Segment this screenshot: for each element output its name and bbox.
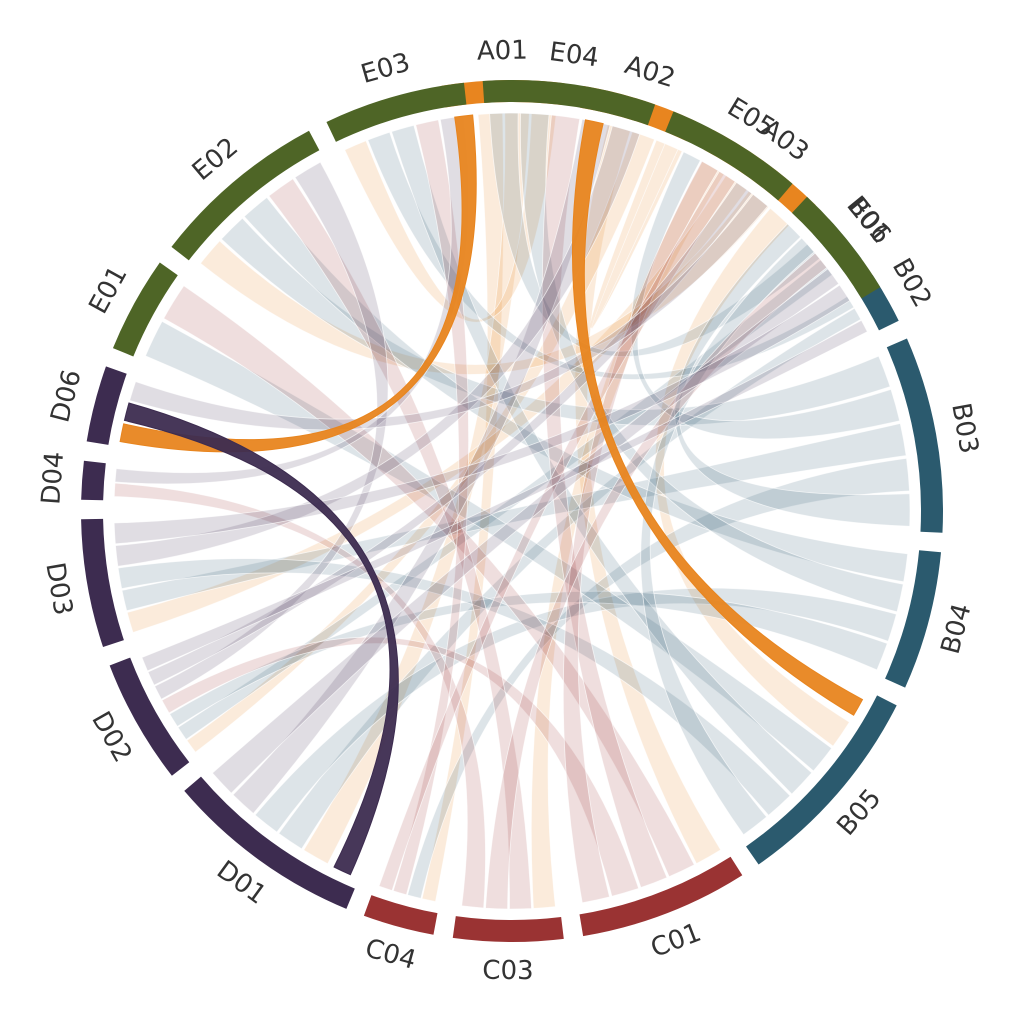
ribbon-B04-D01 [254, 587, 897, 833]
ribbon-B05-D03 [117, 558, 791, 816]
ribbon-B01-E04 [489, 112, 821, 358]
ribbon-C03-E02 [268, 178, 532, 910]
segment-label-b05: B05 [831, 783, 887, 841]
ribbon-A02-B05 [571, 119, 864, 716]
ribbon-D03-E04 [115, 125, 641, 567]
ribbon-A03-D03 [126, 174, 748, 633]
segment-label-b03: B03 [945, 401, 984, 456]
segment-label-d04: D04 [36, 451, 70, 506]
ribbon-A01-D01 [303, 112, 530, 865]
ribbon-layer [113, 112, 911, 910]
segment-arc-d04 [81, 460, 106, 501]
ribbon-B02-E03 [367, 131, 855, 380]
segment-label-e04: E04 [547, 37, 600, 73]
ribbon-A01-D06 [119, 114, 477, 453]
segment-arc-c04 [363, 895, 438, 935]
ribbon-D04-E03 [114, 115, 469, 485]
ribbon-A03-B05 [654, 207, 850, 747]
ribbon-C03-D04 [113, 482, 486, 909]
ribbon-A02-D02 [186, 131, 656, 753]
ribbon-A01-E03 [344, 113, 557, 323]
ribbon-D02-B02 [141, 319, 868, 672]
segment-label-e03: E03 [358, 47, 414, 89]
segment-arc-d03 [81, 518, 124, 648]
segment-label-d03: D03 [39, 560, 78, 617]
segment-label-c04: C04 [362, 933, 419, 975]
ribbon-D02-E05 [147, 181, 753, 686]
segment-label-d01: D01 [211, 855, 272, 911]
ribbon-B03-C04 [407, 457, 910, 899]
segment-arc-b05 [746, 695, 897, 865]
ribbon-C01-E04 [541, 114, 668, 889]
ribbon-B01-D02 [177, 259, 833, 741]
ribbon-D01-E06 [211, 268, 840, 794]
segment-label-d02: D02 [85, 707, 137, 768]
ribbon-B04-E04 [520, 112, 904, 613]
ribbon-C04-E05 [378, 170, 736, 892]
segment-arc-e05 [665, 111, 793, 201]
segment-arc-e02 [171, 130, 320, 261]
ribbon-C01-D02 [161, 636, 640, 897]
segment-arc-e03 [326, 82, 467, 142]
ribbon-B03-E02 [220, 217, 891, 427]
segment-arc-d06 [86, 366, 127, 445]
segment-arc-layer [81, 79, 944, 943]
ribbon-C03-E06 [485, 252, 828, 910]
segment-label-a01: A01 [477, 36, 528, 67]
segment-arc-b04 [885, 550, 942, 688]
segment-arc-e04 [482, 80, 656, 126]
segment-arc-d02 [109, 657, 190, 776]
ribbon-D06-E05 [129, 193, 769, 431]
segment-arc-c01 [579, 856, 743, 937]
segment-arc-e01 [112, 262, 178, 357]
segment-arc-c03 [452, 916, 564, 943]
segment-label-e02: E02 [187, 132, 244, 187]
ribbon-A01-C04 [421, 112, 505, 903]
segment-label-a02: A02 [621, 50, 679, 94]
ribbon-B04-E02 [243, 196, 909, 583]
ribbon-D01-E04 [232, 118, 611, 815]
ribbon-B03-E06 [674, 223, 911, 527]
ribbon-C01-E05 [562, 160, 719, 904]
ribbon-A02-C01 [574, 124, 722, 865]
ribbon-B02-D01 [278, 307, 862, 850]
segment-arc-d01 [184, 776, 355, 909]
ribbon-B05-E06 [640, 237, 815, 836]
ribbon-D03-E06 [113, 284, 851, 545]
segment-label-e01: E01 [83, 261, 133, 319]
ribbon-D01-D06 [123, 402, 399, 876]
segment-label-d06: D06 [45, 367, 87, 426]
segment-arc-b03 [886, 338, 944, 533]
ribbon-C01-E01 [163, 285, 695, 878]
highlight-ribbon-layer [119, 114, 864, 876]
segment-label-c03: C03 [482, 956, 534, 986]
ribbon-B05-E03 [391, 124, 813, 795]
segment-label-b04: B04 [936, 600, 978, 657]
segment-label-b02: B02 [886, 254, 937, 313]
segment-arc-e06 [791, 196, 881, 299]
segment-label-c01: C01 [647, 918, 706, 964]
ribbon-A02-E05 [589, 139, 683, 330]
